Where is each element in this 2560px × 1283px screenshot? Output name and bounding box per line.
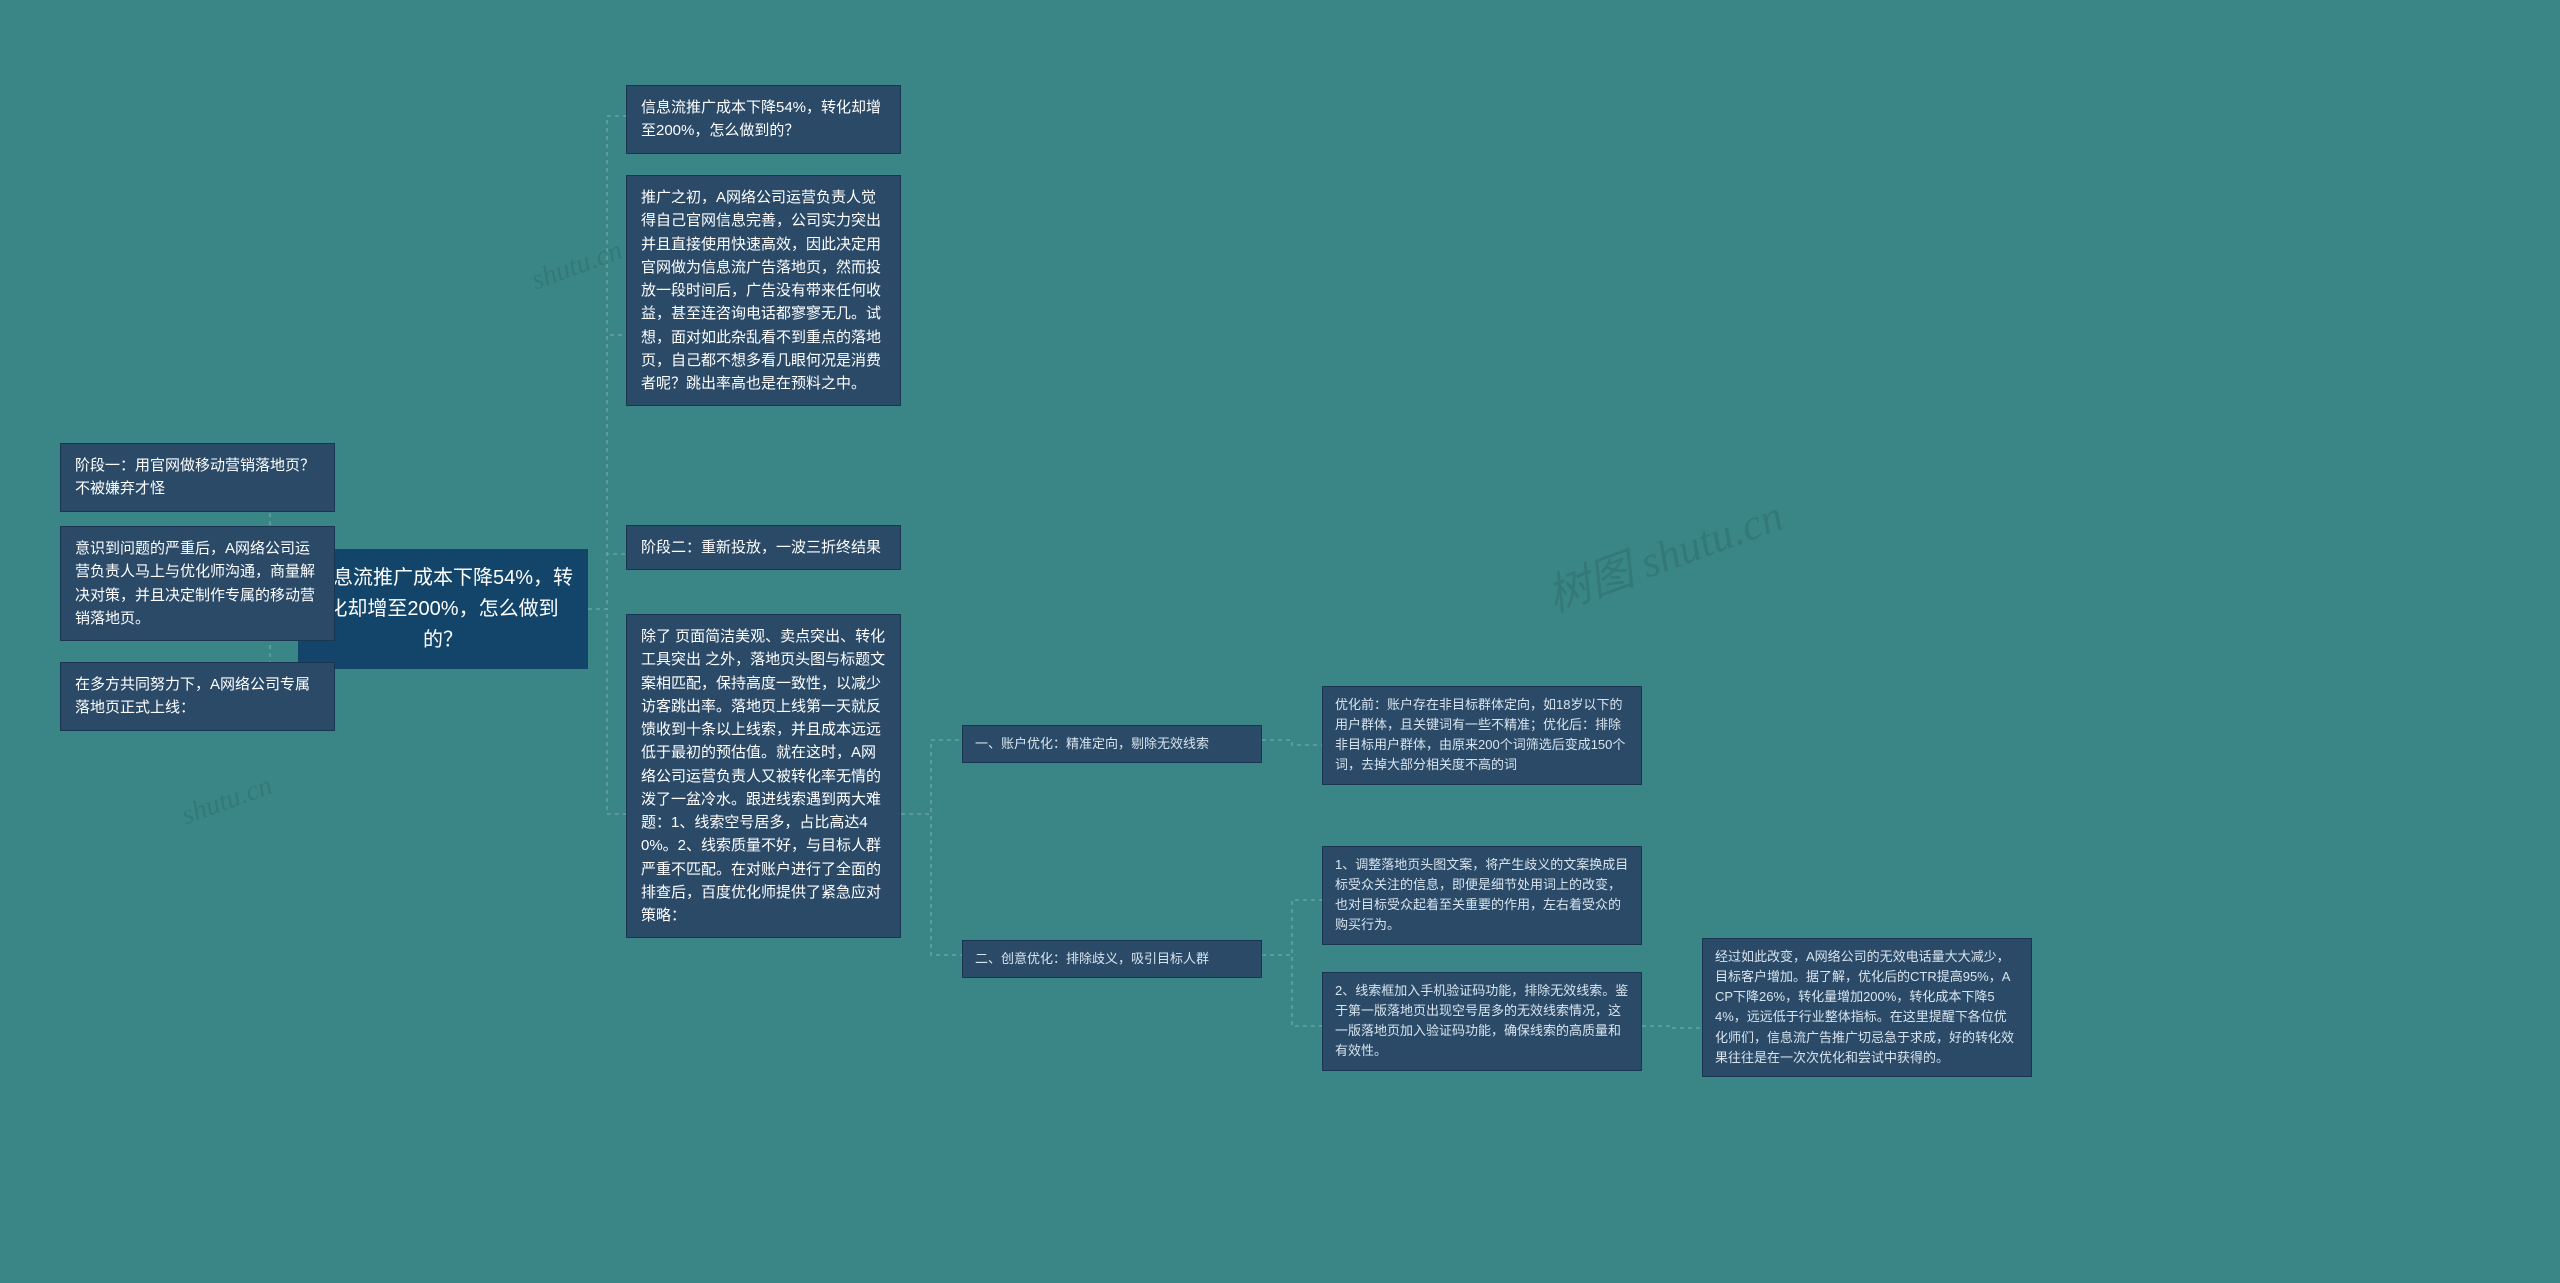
watermark: shutu.cn [177,770,276,832]
node-L2-text: 意识到问题的严重后，A网络公司运营负责人马上与优化师沟通，商量解决对策，并且决定… [75,540,315,627]
node-R2[interactable]: 推广之初，A网络公司运营负责人觉得自己官网信息完善，公司实力突出并且直接使用快速… [626,175,901,406]
node-R2-text: 推广之初，A网络公司运营负责人觉得自己官网信息完善，公司实力突出并且直接使用快速… [641,189,881,392]
node-R4b[interactable]: 二、创意优化：排除歧义，吸引目标人群 [962,940,1262,978]
node-L3[interactable]: 在多方共同努力下，A网络公司专属落地页正式上线： [60,662,335,731]
root-node[interactable]: 信息流推广成本下降54%，转化却增至200%，怎么做到的？ [298,549,588,669]
node-R4a-text: 一、账户优化：精准定向，剔除无效线索 [975,736,1209,751]
root-label: 信息流推广成本下降54%，转化却增至200%，怎么做到的？ [312,563,574,656]
node-R4b2-text: 2、线索框加入手机验证码功能，排除无效线索。鉴于第一版落地页出现空号居多的无效线… [1335,983,1628,1058]
watermark: shutu.cn [527,235,626,297]
node-R1-text: 信息流推广成本下降54%，转化却增至200%，怎么做到的？ [641,99,881,139]
node-R4a1-text: 优化前：账户存在非目标群体定向，如18岁以下的用户群体，且关键词有一些不精准；优… [1335,697,1625,772]
node-L2[interactable]: 意识到问题的严重后，A网络公司运营负责人马上与优化师沟通，商量解决对策，并且决定… [60,526,335,641]
node-R4b2a[interactable]: 经过如此改变，A网络公司的无效电话量大大减少，目标客户增加。据了解，优化后的CT… [1702,938,2032,1077]
watermark: 树图 shutu.cn [1537,480,1791,625]
node-R4b1-text: 1、调整落地页头图文案，将产生歧义的文案换成目标受众关注的信息，即便是细节处用词… [1335,857,1628,932]
node-R4b1[interactable]: 1、调整落地页头图文案，将产生歧义的文案换成目标受众关注的信息，即便是细节处用词… [1322,846,1642,945]
node-R4a1[interactable]: 优化前：账户存在非目标群体定向，如18岁以下的用户群体，且关键词有一些不精准；优… [1322,686,1642,785]
node-L3-text: 在多方共同努力下，A网络公司专属落地页正式上线： [75,676,310,716]
node-R1[interactable]: 信息流推广成本下降54%，转化却增至200%，怎么做到的？ [626,85,901,154]
node-L1-text: 阶段一：用官网做移动营销落地页？不被嫌弃才怪 [75,457,315,497]
node-R4a[interactable]: 一、账户优化：精准定向，剔除无效线索 [962,725,1262,763]
node-R4b2[interactable]: 2、线索框加入手机验证码功能，排除无效线索。鉴于第一版落地页出现空号居多的无效线… [1322,972,1642,1071]
node-R4b-text: 二、创意优化：排除歧义，吸引目标人群 [975,951,1209,966]
node-R4-text: 除了 页面简洁美观、卖点突出、转化工具突出 之外，落地页头图与标题文案相匹配，保… [641,628,885,924]
node-R4b2a-text: 经过如此改变，A网络公司的无效电话量大大减少，目标客户增加。据了解，优化后的CT… [1715,949,2014,1065]
node-L1[interactable]: 阶段一：用官网做移动营销落地页？不被嫌弃才怪 [60,443,335,512]
node-R3-text: 阶段二：重新投放，一波三折终结果 [641,539,881,556]
node-R3[interactable]: 阶段二：重新投放，一波三折终结果 [626,525,901,570]
node-R4[interactable]: 除了 页面简洁美观、卖点突出、转化工具突出 之外，落地页头图与标题文案相匹配，保… [626,614,901,938]
